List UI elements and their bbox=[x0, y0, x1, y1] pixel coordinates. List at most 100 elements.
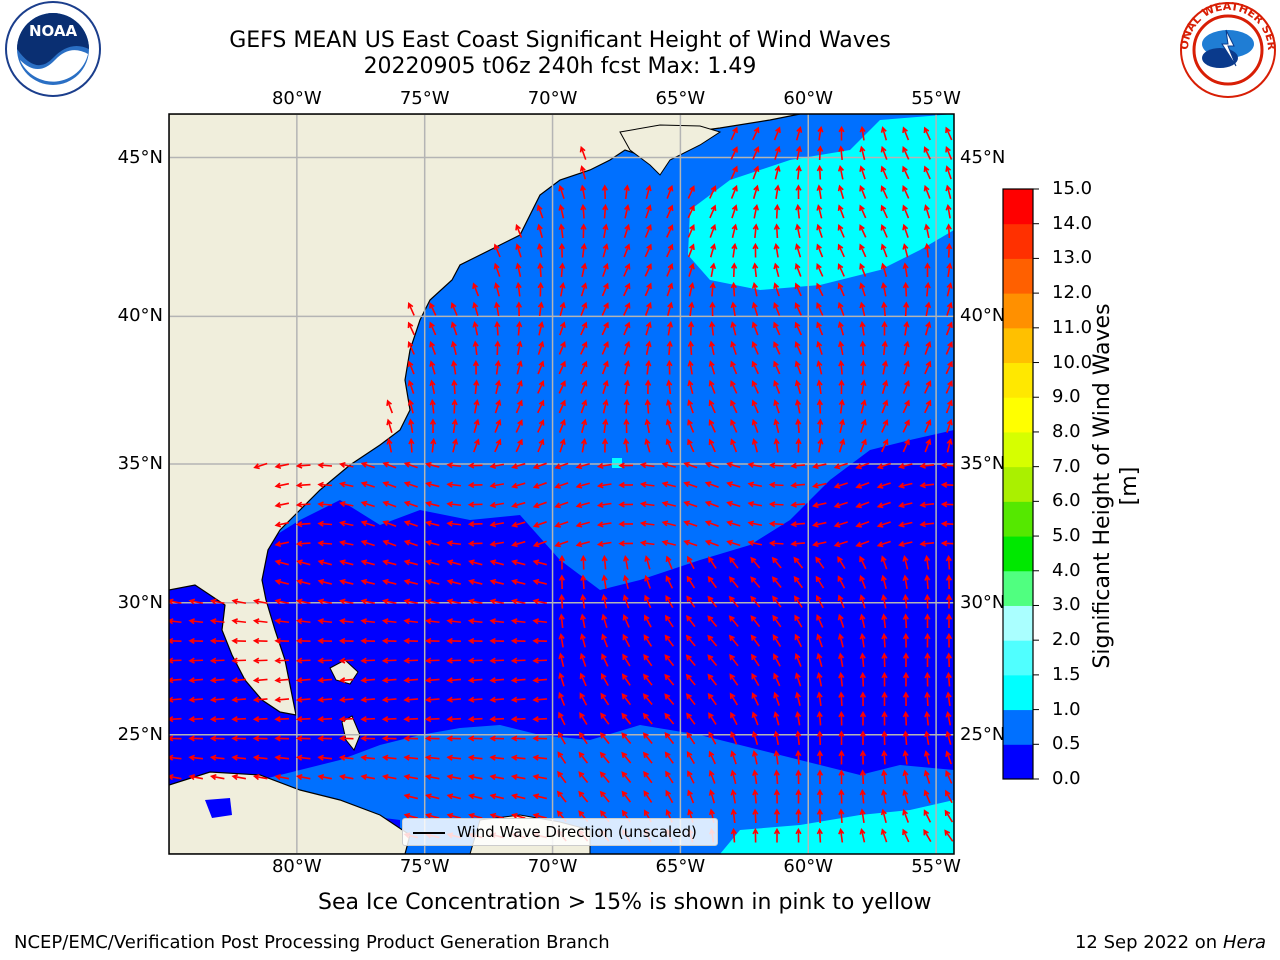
wave-direction-arrow bbox=[751, 321, 759, 336]
wave-direction-arrow bbox=[945, 671, 952, 687]
wave-direction-arrow bbox=[424, 677, 440, 684]
wave-direction-arrow bbox=[621, 732, 632, 745]
wave-direction-arrow bbox=[403, 793, 419, 800]
colorbar-segment bbox=[1003, 536, 1033, 572]
wave-direction-arrow bbox=[338, 754, 354, 761]
wave-direction-arrow bbox=[812, 482, 827, 489]
wave-direction-arrow bbox=[231, 773, 247, 781]
wave-direction-arrow bbox=[580, 593, 587, 609]
lon-label-top: 75°W bbox=[399, 88, 450, 109]
wave-direction-arrow bbox=[424, 598, 440, 605]
wave-direction-arrow bbox=[188, 716, 204, 723]
wave-direction-arrow bbox=[489, 812, 504, 819]
wave-direction-arrow bbox=[747, 520, 763, 527]
wave-direction-arrow bbox=[876, 482, 891, 489]
wave-direction-arrow bbox=[728, 595, 739, 608]
wave-direction-arrow bbox=[537, 399, 545, 414]
wave-direction-arrow bbox=[685, 673, 696, 686]
wave-direction-arrow bbox=[773, 730, 780, 746]
wave-direction-arrow bbox=[793, 556, 804, 569]
wave-direction-arrow bbox=[446, 696, 462, 703]
wave-direction-arrow bbox=[666, 340, 673, 356]
wave-direction-arrow bbox=[317, 462, 333, 469]
wave-direction-arrow bbox=[794, 262, 802, 277]
wave-direction-arrow bbox=[859, 828, 866, 843]
wave-direction-arrow bbox=[751, 282, 759, 297]
wave-direction-arrow bbox=[558, 340, 566, 355]
wave-direction-arrow bbox=[665, 770, 674, 784]
wave-direction-arrow bbox=[902, 828, 910, 843]
wave-direction-arrow bbox=[708, 360, 716, 375]
wave-direction-arrow bbox=[923, 223, 931, 239]
wave-direction-arrow bbox=[902, 789, 909, 804]
wave-direction-arrow bbox=[489, 773, 505, 781]
wave-direction-arrow bbox=[511, 501, 526, 509]
wave-direction-arrow bbox=[747, 539, 763, 547]
wave-direction-arrow bbox=[855, 501, 870, 509]
wave-direction-arrow bbox=[360, 657, 376, 664]
wave-direction-arrow bbox=[642, 732, 653, 745]
wave-direction-arrow bbox=[618, 501, 634, 508]
wave-direction-arrow bbox=[623, 340, 631, 355]
chart-title: GEFS MEAN US East Coast Significant Heig… bbox=[229, 28, 891, 53]
wave-direction-arrow bbox=[467, 618, 483, 625]
wave-direction-arrow bbox=[386, 438, 393, 453]
wave-direction-arrow bbox=[880, 808, 887, 823]
wave-direction-arrow bbox=[838, 827, 845, 843]
wave-direction-arrow bbox=[644, 614, 652, 628]
wave-direction-arrow bbox=[515, 243, 522, 258]
wave-direction-arrow bbox=[467, 598, 483, 605]
wave-direction-arrow bbox=[859, 204, 867, 219]
wave-direction-arrow bbox=[580, 379, 588, 394]
wave-direction-arrow bbox=[946, 438, 953, 453]
wave-direction-arrow bbox=[838, 438, 846, 453]
wave-direction-arrow bbox=[407, 360, 415, 375]
wave-direction-arrow bbox=[924, 593, 931, 609]
wave-direction-arrow bbox=[580, 341, 588, 355]
wave-direction-arrow bbox=[510, 618, 526, 625]
wave-direction-arrow bbox=[666, 184, 674, 199]
wave-direction-arrow bbox=[558, 711, 566, 726]
wave-direction-arrow bbox=[467, 696, 483, 703]
wave-direction-arrow bbox=[924, 652, 931, 668]
colorbar-segment bbox=[1003, 674, 1033, 711]
wave-direction-arrow bbox=[919, 501, 935, 508]
wave-direction-arrow bbox=[687, 320, 695, 336]
wave-direction-arrow bbox=[360, 677, 376, 684]
wave-direction-arrow bbox=[838, 379, 845, 395]
wave-direction-arrow bbox=[923, 789, 931, 804]
colorbar-tick-label: 14.0 bbox=[1052, 212, 1093, 234]
wave-direction-arrow bbox=[450, 321, 458, 336]
wave-direction-arrow bbox=[601, 184, 609, 200]
wave-direction-arrow bbox=[902, 593, 909, 609]
wave-direction-arrow bbox=[558, 399, 566, 414]
wave-direction-arrow bbox=[515, 438, 523, 453]
colorbar-tick-label: 13.0 bbox=[1052, 247, 1093, 269]
wave-direction-arrow bbox=[881, 438, 889, 453]
wave-direction-arrow bbox=[339, 578, 354, 585]
wave-direction-arrow bbox=[946, 301, 953, 316]
wave-direction-arrow bbox=[536, 204, 544, 219]
lon-label-bottom: 60°W bbox=[783, 856, 834, 877]
wave-direction-arrow bbox=[450, 340, 457, 355]
wave-direction-arrow bbox=[683, 500, 698, 508]
wave-direction-arrow bbox=[881, 379, 889, 394]
wave-direction-arrow bbox=[623, 437, 630, 453]
wave-direction-arrow bbox=[881, 749, 888, 765]
wave-direction-arrow bbox=[902, 691, 910, 707]
wave-direction-arrow bbox=[188, 677, 204, 684]
wave-direction-arrow bbox=[838, 145, 845, 161]
wave-direction-arrow bbox=[731, 262, 738, 278]
wave-direction-arrow bbox=[452, 438, 459, 453]
wave-direction-arrow bbox=[600, 692, 610, 706]
wave-direction-arrow bbox=[169, 637, 182, 645]
wave-direction-arrow bbox=[919, 540, 935, 547]
wave-direction-arrow bbox=[537, 301, 544, 317]
wave-direction-arrow bbox=[644, 223, 652, 238]
wave-direction-arrow bbox=[728, 576, 739, 589]
wave-direction-arrow bbox=[623, 184, 630, 200]
wave-direction-arrow bbox=[859, 710, 867, 726]
wave-direction-arrow bbox=[945, 399, 953, 414]
wave-direction-arrow bbox=[446, 812, 461, 819]
wave-direction-arrow bbox=[708, 556, 717, 569]
